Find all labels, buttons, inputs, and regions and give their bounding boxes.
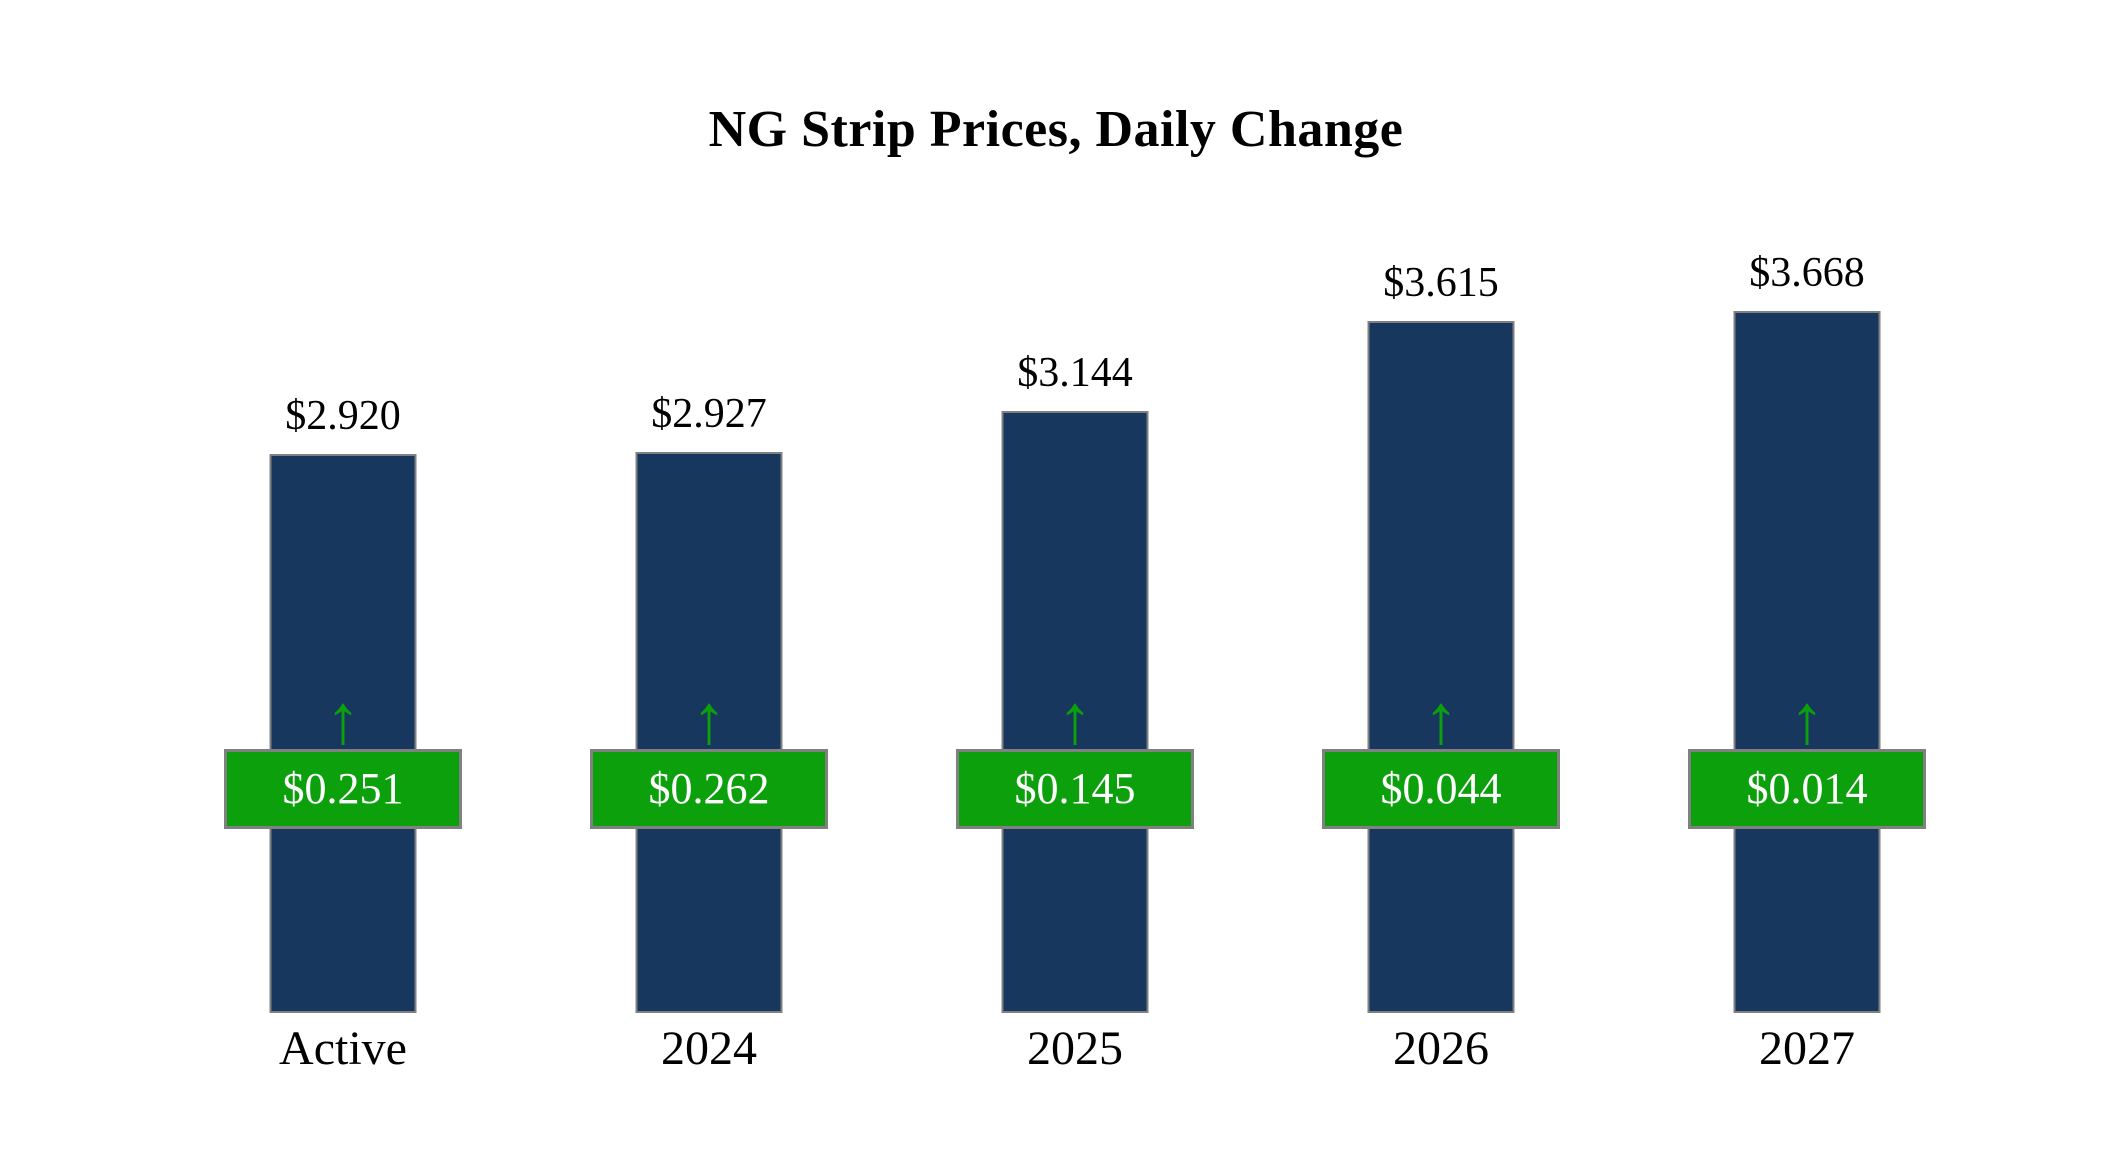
bar-value-label: $2.927 [651,391,767,437]
up-arrow-icon: ↑ [1789,682,1825,759]
category-label: 2027 [1759,1022,1855,1075]
daily-change-badge: $0.145 [956,749,1194,829]
price-bar [1001,411,1149,1013]
bar-value-label: $2.920 [285,393,401,439]
category-label: Active [279,1022,407,1075]
daily-change-badge: $0.251 [224,749,462,829]
price-bar [1367,321,1515,1013]
bar-value-label: $3.144 [1017,350,1133,396]
up-arrow-icon: ↑ [1423,682,1459,759]
price-bar [269,454,417,1013]
chart-title: NG Strip Prices, Daily Change [708,101,1404,158]
bar-group: $3.668 ↑ $0.014 2027 [1624,0,1990,1152]
category-label: 2025 [1027,1022,1123,1075]
bar-group: $2.920 ↑ $0.251 Active [160,0,526,1152]
daily-change-badge: $0.262 [590,749,828,829]
up-arrow-icon: ↑ [691,682,727,759]
up-arrow-icon: ↑ [325,682,361,759]
daily-change-badge: $0.014 [1688,749,1926,829]
up-arrow-icon: ↑ [1057,682,1093,759]
bar-group: $3.144 ↑ $0.145 2025 [892,0,1258,1152]
price-bar [635,452,783,1013]
bar-group: $3.615 ↑ $0.044 2026 [1258,0,1624,1152]
bar-value-label: $3.668 [1749,250,1865,296]
price-bar [1733,311,1881,1013]
category-label: 2026 [1393,1022,1489,1075]
daily-change-badge: $0.044 [1322,749,1560,829]
bar-value-label: $3.615 [1383,260,1499,306]
bar-group: $2.927 ↑ $0.262 2024 [526,0,892,1152]
plot-area: $2.920 ↑ $0.251 Active $2.927 ↑ $0.262 2024 $3.1… [160,0,1990,1152]
category-label: 2024 [661,1022,757,1075]
